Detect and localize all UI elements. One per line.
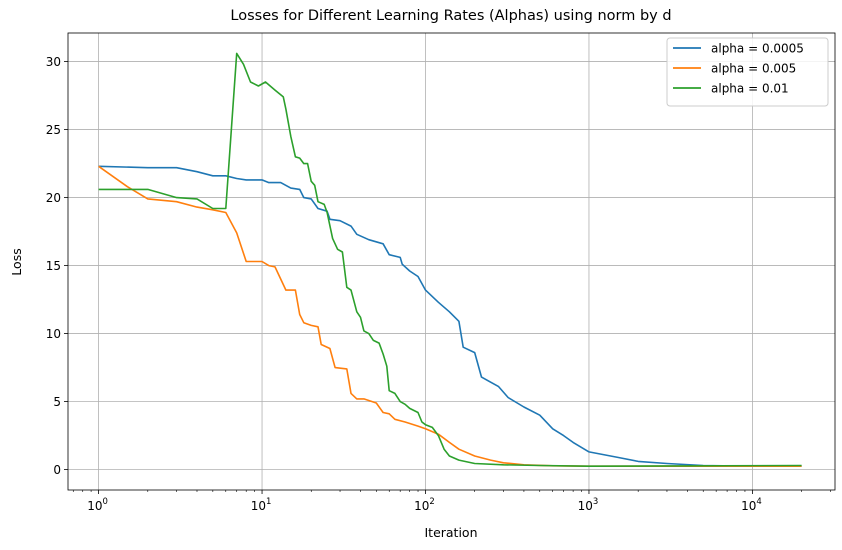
y-axis-label: Loss	[9, 248, 24, 275]
y-tick-label: 10	[46, 327, 61, 341]
y-tick-label: 25	[46, 123, 61, 137]
legend: alpha = 0.0005 alpha = 0.005 alpha = 0.01	[666, 37, 829, 107]
chart-title: Losses for Different Learning Rates (Alp…	[230, 8, 671, 24]
legend-label: alpha = 0.005	[711, 62, 796, 76]
x-tick-label: 104	[741, 497, 762, 513]
grid-lines	[68, 33, 835, 490]
x-tick-label-base: 10	[414, 499, 429, 513]
y-tick-label: 20	[46, 191, 61, 205]
legend-box	[666, 37, 829, 107]
series-line-0	[98, 165, 802, 468]
x-tick-label-base: 10	[87, 499, 102, 513]
y-tick-label: 5	[53, 395, 61, 409]
x-tick-label-base: 10	[741, 499, 756, 513]
series-lines	[98, 52, 802, 468]
series-line-2	[98, 52, 802, 468]
x-tick-label-exponent: 4	[756, 497, 761, 507]
x-axis-label: Iteration	[424, 525, 477, 540]
x-tick-label-exponent: 1	[266, 497, 271, 507]
x-tick-label: 101	[251, 497, 272, 513]
x-tick-label-base: 10	[251, 499, 266, 513]
series-line-1	[98, 165, 802, 468]
y-tick-label: 30	[46, 55, 61, 69]
x-tick-label-exponent: 2	[429, 497, 434, 507]
x-tick-label: 103	[578, 497, 599, 513]
y-tick-label: 0	[53, 463, 61, 477]
x-tick-label: 102	[414, 497, 435, 513]
x-tick-label-exponent: 3	[593, 497, 598, 507]
plot-frame	[67, 32, 836, 491]
x-tick-label-exponent: 0	[103, 497, 108, 507]
legend-label: alpha = 0.01	[711, 82, 789, 96]
y-tick-label: 15	[46, 259, 61, 273]
legend-label: alpha = 0.0005	[711, 42, 804, 56]
x-tick-label-base: 10	[578, 499, 593, 513]
x-tick-label: 100	[87, 497, 108, 513]
